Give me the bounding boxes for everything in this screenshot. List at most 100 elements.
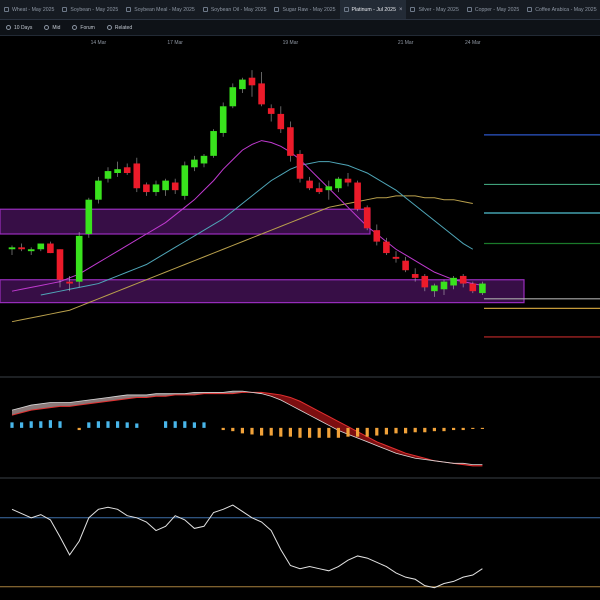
- price-chart[interactable]: 14 Mar 17 Mar 19 Mar 21 Mar 24 Mar: [0, 36, 600, 600]
- tab-label: Soybean Meal - May 2025: [134, 6, 195, 13]
- chart-toolbar: 10 Days Mid Forum Related: [0, 20, 600, 36]
- tab-4[interactable]: Sugar Raw - May 2025: [270, 0, 339, 19]
- histogram-bar: [135, 423, 139, 428]
- candle-body: [95, 180, 102, 200]
- forum-icon: [72, 25, 78, 30]
- tab-label: Soybean - May 2025: [70, 6, 119, 13]
- toolbar-button-3[interactable]: Related: [101, 25, 138, 31]
- histogram-bar: [183, 421, 187, 428]
- toolbar-button-0[interactable]: 10 Days: [0, 25, 38, 31]
- candle-body: [27, 249, 35, 252]
- histogram-bar: [202, 422, 206, 428]
- histogram-bar: [77, 427, 81, 431]
- histogram-bar: [231, 427, 235, 432]
- candle-body: [306, 180, 313, 189]
- tab-0[interactable]: Wheat - May 2025: [0, 0, 58, 19]
- close-icon[interactable]: ×: [398, 6, 403, 13]
- toolbar-label: Mid: [52, 24, 61, 31]
- toolbar-button-1[interactable]: Mid: [38, 25, 66, 31]
- histogram-bar: [461, 427, 465, 431]
- instrument-tab-bar: Wheat - May 2025 Soybean - May 2025 Soybea…: [0, 0, 600, 20]
- candle-body: [440, 281, 448, 290]
- candle-body: [47, 243, 54, 254]
- candle-body: [296, 153, 304, 179]
- toolbar-label: 10 Days: [14, 24, 33, 31]
- candle-body: [344, 178, 352, 183]
- tab-6[interactable]: Silver - May 2025: [406, 0, 462, 19]
- histogram-bar: [173, 421, 177, 428]
- tab-1[interactable]: Soybean - May 2025: [58, 0, 122, 19]
- histogram-bar: [125, 422, 129, 428]
- candle-body: [219, 106, 227, 133]
- histogram-bar: [384, 427, 388, 435]
- candle-body: [85, 199, 93, 234]
- histogram-bar: [20, 422, 24, 428]
- histogram-bar: [442, 427, 446, 432]
- candle-body: [66, 281, 73, 284]
- histogram-bar: [308, 427, 312, 438]
- x-tick-label: 17 Mar: [167, 40, 183, 46]
- candle-body: [133, 163, 141, 189]
- candle-body: [210, 131, 217, 156]
- tab-2[interactable]: Soybean Meal - May 2025: [122, 0, 199, 19]
- histogram-bar: [10, 422, 14, 428]
- candle-body: [143, 184, 150, 193]
- histogram-bar: [356, 427, 360, 437]
- candle-body: [171, 182, 179, 191]
- histogram-bar: [39, 421, 43, 428]
- candle-body: [421, 275, 429, 288]
- candle-body: [123, 167, 131, 173]
- candle-body: [114, 169, 121, 173]
- candle-body: [267, 108, 275, 114]
- candle-body: [411, 274, 419, 278]
- histogram-bar: [240, 427, 244, 434]
- candle-body: [287, 127, 294, 156]
- chart-background: [0, 36, 600, 600]
- candle-body: [200, 155, 208, 164]
- x-tick-label: 24 Mar: [465, 40, 481, 46]
- histogram-bar: [192, 422, 196, 428]
- candle-body: [479, 283, 486, 294]
- tab-7[interactable]: Copper - May 2025: [463, 0, 523, 19]
- histogram-bar: [269, 427, 273, 436]
- mid-moving-average: [40, 161, 474, 296]
- macd-band-positive: [12, 391, 262, 416]
- candle-body: [181, 165, 189, 196]
- instrument-icon: [527, 7, 533, 12]
- histogram-bar: [106, 421, 110, 428]
- histogram-bar: [164, 421, 168, 428]
- tab-3[interactable]: Soybean Oil - May 2025: [199, 0, 271, 19]
- histogram-bar: [480, 427, 484, 429]
- x-tick-label: 14 Mar: [91, 40, 107, 46]
- histogram-bar: [471, 427, 475, 429]
- instrument-icon: [62, 7, 68, 12]
- candle-body: [191, 159, 198, 168]
- histogram-bar: [260, 427, 264, 436]
- tab-label: Copper - May 2025: [474, 6, 520, 13]
- candle-body: [104, 171, 112, 179]
- macd-line: [11, 390, 483, 466]
- candle-body: [354, 182, 361, 210]
- tab-8[interactable]: Coffee Arabica - May 2025: [523, 0, 600, 19]
- macd-signal-line: [11, 391, 483, 467]
- histogram-bar: [452, 427, 456, 431]
- tab-label: Wheat - May 2025: [12, 6, 55, 13]
- slow-moving-average: [11, 195, 473, 323]
- candle-body: [162, 180, 169, 191]
- histogram-bar: [346, 427, 350, 437]
- histogram-bar: [298, 427, 302, 438]
- candle-body: [229, 87, 237, 107]
- candle-body: [56, 249, 64, 280]
- x-tick-label: 19 Mar: [283, 40, 299, 46]
- candle-body: [277, 113, 285, 130]
- histogram-bar: [48, 420, 52, 428]
- candle-body: [431, 285, 438, 292]
- histogram-bar: [394, 427, 398, 434]
- x-tick-label: 21 Mar: [398, 40, 414, 46]
- histogram-bar: [221, 427, 225, 431]
- toolbar-button-2[interactable]: Forum: [66, 25, 100, 31]
- candle-body: [325, 186, 333, 191]
- tab-5[interactable]: Platinum - Jul 2025 ×: [339, 0, 407, 19]
- histogram-bar: [58, 421, 62, 428]
- histogram-bar: [288, 427, 292, 437]
